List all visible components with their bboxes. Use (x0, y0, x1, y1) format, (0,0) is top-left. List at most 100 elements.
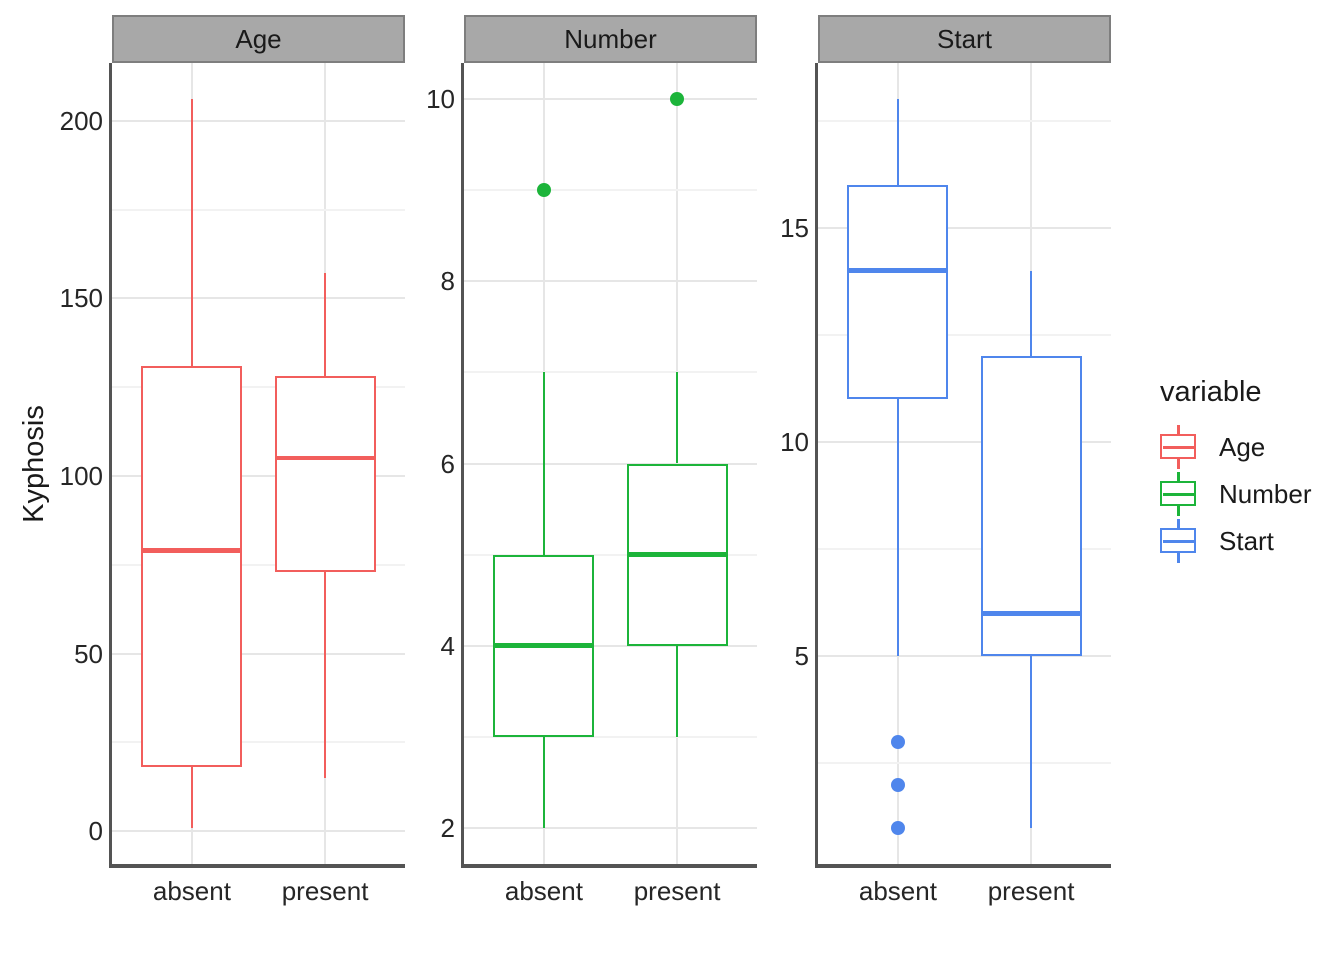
whisker-upper (190, 99, 194, 366)
major-gridline-h (112, 297, 405, 300)
median-line (980, 611, 1082, 616)
minor-gridline-h (112, 741, 405, 744)
x-tick-label: absent (858, 876, 937, 906)
y-tick-label: 200 (59, 105, 103, 136)
box (847, 185, 949, 400)
x-tick-label: present (633, 876, 721, 906)
left-axis-line (108, 63, 112, 868)
legend-items: Age Number Start (1156, 425, 1342, 563)
legend-entry-label: Age (1219, 431, 1266, 462)
facet-strip-label: Age (235, 23, 282, 54)
minor-gridline-h (818, 762, 1111, 765)
whisker-upper (675, 372, 679, 464)
whisker-upper (542, 372, 546, 555)
outlier-point (890, 820, 905, 835)
whisker-lower (190, 767, 194, 828)
bottom-axis-line (814, 864, 1111, 868)
legend-entry: Number (1156, 472, 1342, 516)
major-gridline-h (112, 830, 405, 833)
median-line (847, 268, 949, 273)
box (980, 356, 1082, 657)
minor-gridline-h (112, 563, 405, 566)
minor-gridline-h (464, 371, 757, 374)
y-tick-label: 150 (59, 283, 103, 314)
whisker-upper (896, 99, 900, 186)
major-gridline-h (818, 441, 1111, 444)
facet-panel (464, 63, 757, 864)
x-tick-label: absent (504, 876, 583, 906)
left-axis-line (460, 63, 464, 868)
y-tick-label: 6 (440, 448, 455, 479)
outlier-point (536, 183, 551, 198)
whisker-lower (542, 736, 546, 828)
median-line (141, 548, 243, 553)
facet-strip-label: Start (937, 23, 992, 54)
minor-gridline-h (464, 553, 757, 556)
boxplot-key-icon (1160, 425, 1196, 469)
major-gridline-h (464, 462, 757, 465)
minor-gridline-h (464, 735, 757, 738)
box (141, 365, 243, 768)
minor-gridline-h (464, 189, 757, 192)
left-axis-line (814, 63, 818, 868)
x-tick-label: absent (152, 876, 231, 906)
facet-strip: Start (818, 15, 1111, 63)
y-tick-label: 8 (440, 266, 455, 297)
whisker-lower (896, 399, 900, 657)
median-line (626, 552, 728, 557)
legend-entry-label: Number (1219, 478, 1312, 509)
boxplot-key-icon (1160, 472, 1196, 516)
key-median-line (1162, 492, 1194, 496)
whisker-lower (675, 645, 679, 737)
major-gridline-h (112, 474, 405, 477)
key-median-line (1162, 445, 1194, 449)
median-line (493, 643, 595, 648)
outlier-point (670, 92, 685, 107)
whisker-lower (1029, 656, 1033, 828)
key-median-line (1162, 539, 1194, 543)
legend-entry: Start (1156, 519, 1342, 563)
bottom-axis-line (460, 864, 757, 868)
y-tick-label: 2 (440, 812, 455, 843)
box (274, 376, 376, 572)
facet-strip-label: Number (564, 23, 657, 54)
major-gridline-h (464, 98, 757, 101)
legend-entry-label: Start (1219, 525, 1274, 556)
y-tick-label: 100 (59, 460, 103, 491)
y-tick-label: 10 (426, 84, 455, 115)
major-gridline-h (112, 652, 405, 655)
x-tick-label: present (281, 876, 369, 906)
x-tick-label: present (987, 876, 1075, 906)
major-gridline-h (112, 119, 405, 122)
whisker-upper (323, 273, 327, 377)
facet-strip: Age (112, 15, 405, 63)
facet-strip: Number (464, 15, 757, 63)
facet-panel (112, 63, 405, 864)
bottom-axis-line (108, 864, 405, 868)
outlier-point (890, 777, 905, 792)
boxplot-key-icon (1160, 519, 1196, 563)
y-tick-label: 10 (780, 427, 809, 458)
legend-title: variable (1160, 376, 1262, 408)
major-gridline-h (464, 826, 757, 829)
major-gridline-h (464, 644, 757, 647)
y-tick-label: 50 (74, 638, 103, 669)
y-tick-label: 5 (794, 641, 809, 672)
minor-gridline-h (818, 119, 1111, 122)
y-tick-label: 15 (780, 212, 809, 243)
major-gridline-h (464, 280, 757, 283)
whisker-lower (323, 571, 327, 778)
major-gridline-h (818, 655, 1111, 658)
y-tick-label: 0 (88, 816, 103, 847)
minor-gridline-h (112, 386, 405, 389)
major-gridline-h (818, 226, 1111, 229)
legend-entry: Age (1156, 425, 1342, 469)
outlier-point (890, 734, 905, 749)
minor-gridline-h (818, 548, 1111, 551)
facet-panel (818, 63, 1111, 864)
y-tick-label: 4 (440, 630, 455, 661)
legend: variable Age Number Start (1156, 376, 1342, 566)
minor-gridline-h (112, 208, 405, 211)
whisker-upper (1029, 270, 1033, 357)
